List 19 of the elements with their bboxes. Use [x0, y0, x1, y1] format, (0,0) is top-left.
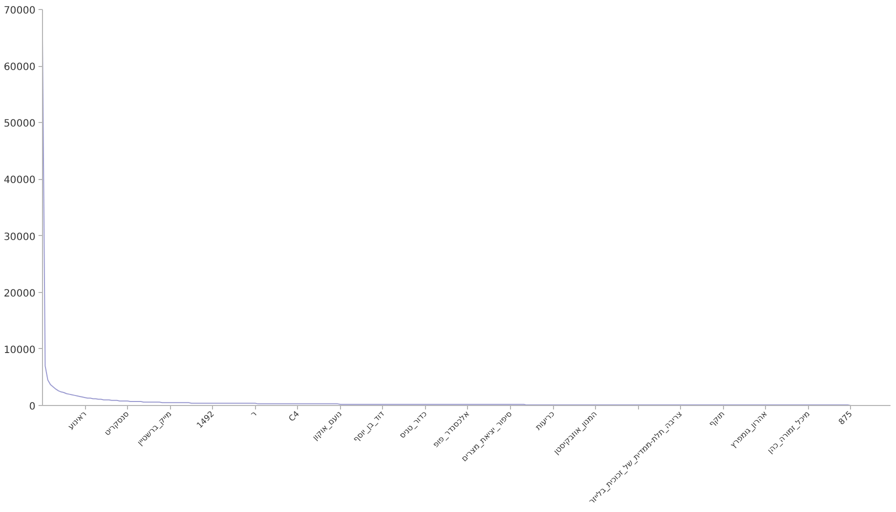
x-tick-label: תוקף [707, 409, 726, 429]
x-tick-label: נועם_אוקון [310, 409, 344, 442]
x-tick-label: C4 [287, 409, 301, 424]
x-tick-label: מייק_ברשטיין [136, 409, 174, 448]
y-tick-label: 30000 [4, 232, 36, 243]
y-tick-label: 20000 [4, 288, 36, 300]
y-tick-label: 40000 [4, 175, 36, 186]
x-tick-label: ראינוע [66, 409, 88, 432]
x-tick-label: ר [248, 409, 258, 419]
y-tick-label: 10000 [4, 344, 36, 356]
y-tick-label: 70000 [4, 6, 36, 16]
x-tick-label: דוד_בן_יוסף [351, 408, 386, 444]
y-tick-label: 0 [29, 402, 36, 412]
x-tick-label: 875 [836, 409, 854, 426]
y-tick-label: 50000 [4, 118, 36, 130]
x-tick-label: כדור_טניס [398, 409, 429, 440]
x-tick-label: כריעות [534, 409, 556, 432]
x-tick-label: סנסקריט [102, 409, 131, 438]
y-tick-label: 60000 [4, 62, 36, 74]
